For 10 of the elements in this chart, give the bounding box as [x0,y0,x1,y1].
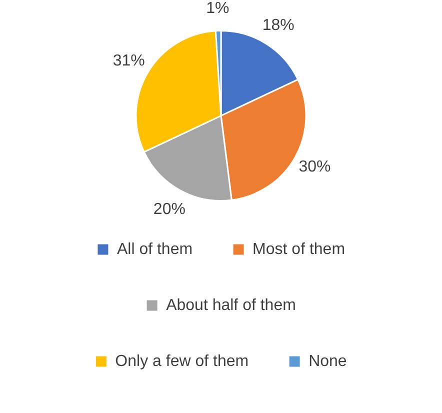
legend-label: All of them [116,240,193,258]
data-label: 20% [153,200,186,218]
data-label: 31% [112,52,145,70]
legend-label: Most of them [252,240,346,258]
legend-label: Only a few of them [115,352,249,370]
data-label: 18% [262,16,294,34]
data-label: 30% [298,158,331,176]
legend-label: About half of them [166,296,296,314]
data-label: 1% [206,0,230,18]
legend-label: None [308,352,347,370]
